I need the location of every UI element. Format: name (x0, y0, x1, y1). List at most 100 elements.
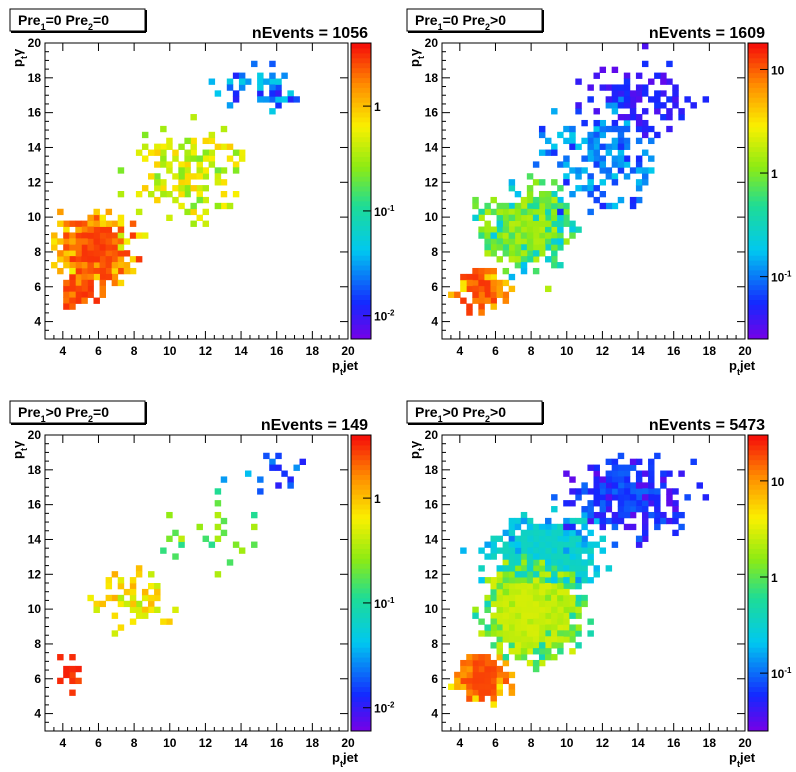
heatmap-cell (496, 642, 503, 649)
color-bar-segment (748, 454, 768, 461)
heatmap-cell (551, 565, 558, 572)
color-bar-segment (748, 289, 768, 296)
heatmap-cell (581, 167, 588, 174)
heatmap-cell (496, 238, 503, 245)
heatmap-cell (611, 511, 619, 519)
heatmap-cell (81, 279, 88, 287)
heatmap-cell (508, 583, 516, 590)
heatmap-cell (545, 642, 552, 649)
heatmap-cell (508, 559, 516, 566)
heatmap-cell (617, 167, 625, 174)
color-bar-segment (351, 518, 371, 525)
heatmap-cell (538, 523, 546, 531)
heatmap-cell (563, 137, 570, 145)
heatmap-cell (454, 683, 461, 690)
heatmap-cell (105, 238, 113, 245)
heatmap-cell (611, 119, 619, 127)
heatmap-cell (484, 624, 491, 631)
heatmap-cell (538, 565, 546, 572)
heatmap-cell (526, 547, 534, 554)
color-bar-tick-label: 10-2 (374, 701, 395, 716)
heatmap-cell (75, 285, 82, 293)
heatmap-cell (496, 208, 503, 216)
heatmap-cell (75, 677, 82, 685)
heatmap-cell (617, 511, 625, 519)
heatmap-cell (508, 179, 516, 186)
heatmap-cell (563, 553, 570, 560)
heatmap-cell (557, 161, 564, 168)
heatmap-cell (148, 173, 155, 180)
color-bar-segment (748, 513, 768, 520)
heatmap-cell (99, 238, 106, 245)
heatmap-cell (490, 583, 497, 590)
heatmap-cell (496, 291, 503, 298)
heatmap-cell (244, 470, 252, 477)
heatmap-cell (502, 600, 510, 608)
heatmap-cell (545, 541, 552, 548)
color-bar-segment (748, 269, 768, 276)
heatmap-cell (184, 173, 191, 180)
heatmap-cell (520, 547, 528, 554)
heatmap-cell (238, 547, 246, 554)
heatmap-cell (551, 642, 558, 649)
heatmap-cell (69, 262, 76, 269)
heatmap-cell (490, 577, 497, 584)
heatmap-cell (69, 303, 76, 310)
heatmap-cell (166, 535, 173, 542)
heatmap-cell (472, 291, 479, 298)
heatmap-cell (51, 232, 58, 239)
heatmap-cell (478, 618, 485, 625)
x-tick-label: 20 (341, 736, 355, 750)
heatmap-cell (220, 191, 228, 198)
heatmap-panel: 4 6 8 10 12 14 16 18 2046810121416182010-210-11P… (9, 8, 395, 377)
heatmap-cell (514, 208, 522, 216)
heatmap-cell (520, 220, 528, 227)
heatmap-cell (563, 517, 570, 525)
heatmap-cell (472, 606, 479, 613)
heatmap-cell (111, 279, 119, 287)
color-bar-segment (748, 439, 768, 446)
heatmap-cell (196, 214, 203, 221)
heatmap-cell (496, 665, 503, 673)
heatmap-cell (502, 244, 510, 251)
heatmap-cell (63, 226, 70, 233)
panel-title: Pre1=0 Pre2>0 (415, 12, 506, 32)
heatmap-cell (502, 654, 510, 661)
heatmap-cell (629, 500, 637, 507)
heatmap-cell (135, 232, 143, 239)
y-tick-label: 20 (28, 428, 42, 442)
heatmap-cell (575, 108, 582, 115)
heatmap-cell (117, 191, 125, 198)
heatmap-cell (617, 452, 625, 460)
heatmap-cell (190, 220, 197, 227)
heatmap-cell (514, 214, 522, 221)
heatmap-cell (520, 642, 528, 649)
color-bar-segment (748, 632, 768, 638)
heatmap-cell (526, 588, 534, 596)
heatmap-cell (472, 689, 479, 696)
color-bar-segment (351, 696, 371, 702)
heatmap-cell (257, 476, 264, 483)
color-bar-tick-label: 1 (771, 167, 778, 181)
heatmap-cell (551, 535, 558, 542)
heatmap-cell (648, 96, 655, 103)
heatmap-cell (281, 470, 288, 477)
y-axis-label: ptγ (407, 48, 426, 67)
heatmap-cell (520, 267, 528, 275)
heatmap-cell (551, 256, 558, 263)
heatmap-cell (520, 630, 528, 637)
heatmap-cell (466, 665, 473, 673)
heatmap-cell (538, 179, 546, 186)
heatmap-cell (178, 541, 185, 548)
heatmap-cell (587, 96, 594, 103)
color-bar-segment (748, 161, 768, 167)
heatmap-cell (81, 273, 88, 281)
heatmap-cell (635, 137, 643, 145)
heatmap-cell (520, 559, 528, 566)
heatmap-cell (545, 535, 552, 542)
heatmap-cell (532, 606, 540, 613)
heatmap-cell (111, 220, 119, 227)
heatmap-cell (629, 464, 637, 471)
